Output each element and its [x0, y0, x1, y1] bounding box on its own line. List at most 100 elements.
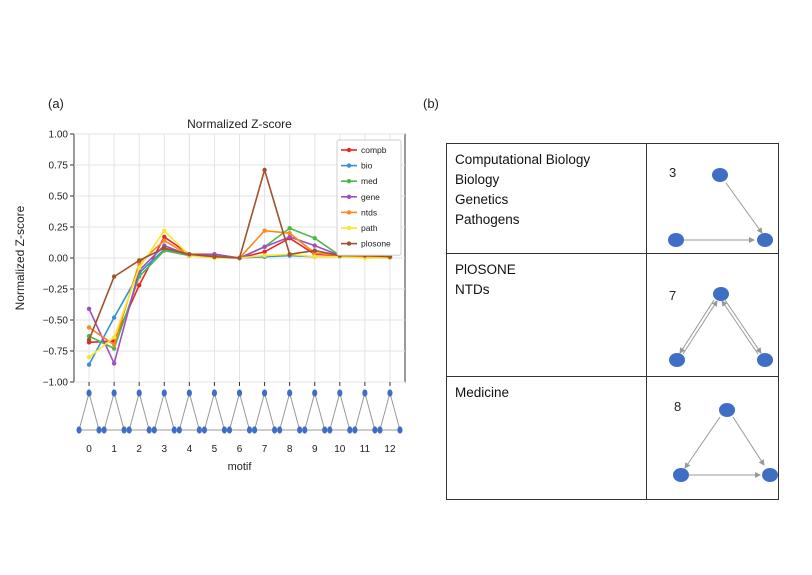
legend-label: ntds [361, 207, 377, 217]
motif-node [302, 426, 308, 434]
legend-marker [346, 147, 352, 153]
motif-edge [163, 392, 175, 431]
motif-edge [379, 392, 391, 431]
data-point-plosone [237, 255, 242, 261]
journal-name: Genetics [455, 192, 509, 207]
motif-edge [178, 392, 190, 431]
edge [725, 182, 763, 234]
motif-node [347, 426, 353, 434]
motif-edge [339, 392, 351, 431]
motif-node [101, 426, 107, 434]
node [757, 233, 773, 247]
legend-box [336, 139, 402, 256]
motif-node [171, 426, 177, 434]
journal-name: Biology [455, 172, 500, 187]
motif-node [86, 389, 92, 397]
legend-marker [346, 194, 352, 199]
motif-edge [138, 392, 150, 431]
journal-name: Computational Biology [455, 152, 591, 167]
motif-edge [364, 392, 376, 431]
journal-name: PlOSONE [455, 262, 516, 277]
x-tick-label: 7 [262, 444, 268, 455]
legend-label: plosone [361, 239, 391, 249]
data-point-bio [86, 362, 92, 367]
edge [684, 416, 721, 469]
legend-marker [346, 241, 352, 246]
motif-node [377, 426, 383, 434]
x-tick-label: 11 [360, 444, 371, 455]
motif-edge [88, 392, 100, 431]
data-point-compb [136, 283, 142, 288]
legend-marker [346, 179, 352, 184]
motif-edge [203, 392, 215, 431]
x-tick-label: 0 [86, 444, 92, 455]
edge [682, 300, 718, 355]
motif-node [297, 426, 303, 434]
legend-label: med [361, 176, 378, 186]
data-point-ntds [162, 238, 167, 243]
data-point-compb [262, 249, 267, 254]
motif-node [96, 426, 102, 434]
node [719, 403, 735, 417]
motif-node [271, 426, 278, 434]
motif-node [111, 389, 117, 397]
data-point-gene [111, 361, 117, 366]
motif-node [201, 426, 208, 434]
motif-node [246, 426, 253, 434]
data-point-med [312, 235, 317, 241]
motif-node [362, 389, 368, 397]
motif-node [76, 426, 82, 434]
motif-glyph-row [76, 389, 403, 434]
data-point-plosone [287, 252, 292, 257]
motif-node [251, 426, 258, 434]
motif-node [337, 389, 343, 397]
motif-number: 3 [669, 165, 676, 180]
motif-node [186, 389, 192, 397]
x-tick-label: 2 [136, 444, 142, 455]
data-point-bio [111, 315, 117, 320]
legend-label: gene [361, 192, 380, 202]
data-point-path [312, 254, 317, 259]
journal-name: NTDs [455, 282, 490, 297]
motif-edge [239, 392, 250, 431]
y-axis-label: Normalized Z-score [13, 205, 27, 310]
y-tick-label: −0.75 [43, 347, 69, 358]
legend-marker [346, 225, 352, 231]
motif-node [352, 426, 358, 434]
y-tick-label: 0.00 [49, 254, 69, 265]
axes: 1.00 0.75 0.50 0.25 0.00 −0.25 −0.50 −0.75 −1.00… [43, 130, 396, 456]
node [669, 353, 685, 367]
journal-list-cell: Computational Biology Biology Genetics P… [446, 143, 647, 254]
node [762, 468, 778, 482]
legend-marker [346, 210, 352, 215]
data-point-plosone [312, 248, 317, 253]
motif-node [322, 426, 328, 434]
data-point-path [136, 265, 142, 271]
x-tick-label: 3 [161, 444, 167, 455]
motif-edge [213, 392, 225, 431]
motif-node [211, 389, 218, 397]
motif-edge [153, 392, 165, 431]
data-point-gene [86, 306, 92, 312]
y-tick-label: −0.50 [43, 316, 69, 327]
motif-node [126, 426, 132, 434]
data-point-path [111, 335, 117, 340]
y-tick-label: −1.00 [43, 378, 69, 389]
y-tick-label: 1.00 [49, 130, 69, 141]
motif-edge [113, 392, 125, 431]
x-tick-label: 5 [212, 444, 218, 455]
data-point-plosone [111, 274, 117, 279]
legend: compb bio med gene ntds path plosone [336, 139, 402, 256]
motif-edge [78, 392, 90, 431]
motif-edge [188, 392, 200, 431]
data-point-plosone [136, 258, 142, 263]
x-tick-label: 6 [237, 444, 243, 455]
motif-node [261, 389, 268, 397]
motif-node [151, 426, 157, 434]
edge [721, 300, 759, 355]
motif-node [397, 426, 403, 434]
panel-a-label: (a) [48, 96, 64, 111]
node [712, 168, 728, 182]
edge [679, 299, 715, 354]
data-point-path [262, 253, 267, 258]
